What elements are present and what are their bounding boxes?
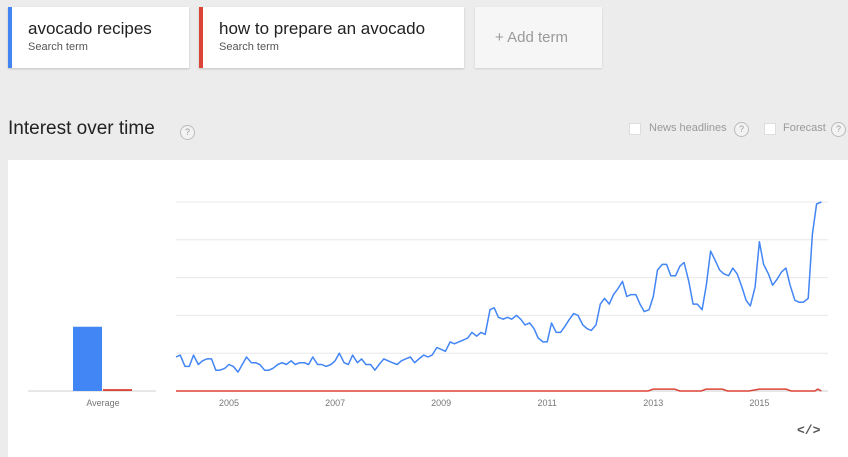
average-bar-2 <box>103 389 132 391</box>
add-term-button[interactable]: + Add term <box>475 7 602 68</box>
search-term-card-how-to-prepare[interactable]: how to prepare an avocado Search term <box>199 7 464 68</box>
average-bar-1 <box>73 326 102 391</box>
news-headlines-checkbox[interactable] <box>629 123 641 135</box>
search-term-name[interactable]: how to prepare an avocado <box>219 19 426 38</box>
series-line-2 <box>176 388 822 392</box>
search-term-card-avocado-recipes[interactable]: avocado recipes Search term <box>8 7 189 68</box>
embed-code-icon[interactable]: </> <box>797 423 821 438</box>
term-color-stripe <box>199 7 203 68</box>
chart-canvas: Average 2005 2007 2009 2011 2013 2015 <box>28 201 828 408</box>
forecast-checkbox[interactable] <box>764 123 776 135</box>
x-tick-label: 2011 <box>538 398 557 408</box>
news-headlines-label: News headlines <box>649 122 727 134</box>
forecast-help-icon[interactable]: ? <box>831 122 846 137</box>
x-tick-label: 2015 <box>749 398 769 408</box>
search-term-subtitle: Search term <box>219 41 279 53</box>
news-headlines-help-icon[interactable]: ? <box>734 122 749 137</box>
interest-over-time-chart: Average 2005 2007 2009 2011 2013 2015 <box>8 160 848 457</box>
help-icon[interactable]: ? <box>180 125 195 140</box>
x-tick-label: 2009 <box>431 398 451 408</box>
forecast-label: Forecast <box>783 122 826 134</box>
search-term-name[interactable]: avocado recipes <box>28 19 152 38</box>
x-tick-label: 2007 <box>325 398 345 408</box>
search-term-subtitle: Search term <box>28 41 88 53</box>
series-line-1 <box>175 201 822 373</box>
add-term-label: + Add term <box>495 29 568 46</box>
section-title: Interest over time <box>8 118 155 139</box>
term-color-stripe <box>8 7 12 68</box>
average-label: Average <box>86 398 119 408</box>
x-tick-label: 2013 <box>643 398 663 408</box>
x-tick-label: 2005 <box>219 398 239 408</box>
